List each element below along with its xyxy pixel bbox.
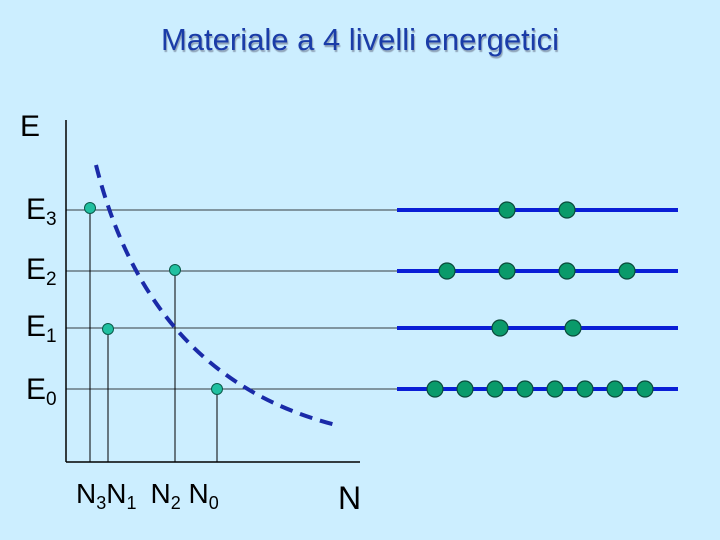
electron-ball: [558, 201, 576, 219]
population-drop-lines: [89, 208, 218, 462]
electron-ball: [456, 380, 474, 398]
electron-ball: [486, 380, 504, 398]
level-electrons: [426, 201, 654, 398]
level-reference-lines: [66, 209, 397, 390]
n-label: N3: [76, 478, 107, 513]
level-bars: [397, 208, 678, 391]
electron-ball: [426, 380, 444, 398]
electron-ball: [606, 380, 624, 398]
level-label-e0: E0: [26, 373, 57, 410]
electron-ball: [558, 262, 576, 280]
electron-ball: [498, 262, 516, 280]
population-labels: N3N1 N2 N0: [76, 478, 219, 514]
electron-ball: [498, 201, 516, 219]
electron-ball: [576, 380, 594, 398]
x-axis-label: N: [338, 480, 362, 516]
electron-ball: [618, 262, 636, 280]
electron-ball: [438, 262, 456, 280]
level-label-e2: E2: [26, 253, 57, 290]
electron-ball: [491, 319, 509, 337]
level-label-e3: E3: [26, 193, 57, 230]
slide-title: Materiale a 4 livelli energetici: [160, 22, 560, 57]
curve-population-dot: [102, 323, 114, 335]
boltzmann-curve: [94, 164, 341, 428]
level-label-e1: E1: [26, 310, 57, 347]
electron-ball: [636, 380, 654, 398]
n-label: N2: [150, 478, 181, 513]
electron-ball: [516, 380, 534, 398]
curve-population-dot: [169, 264, 181, 276]
electron-ball: [546, 380, 564, 398]
n-label: N1: [106, 478, 137, 513]
n-label: N0: [188, 478, 219, 513]
electron-ball: [564, 319, 582, 337]
curve-population-dot: [211, 383, 223, 395]
curve-population-dot: [84, 202, 96, 214]
axes: [65, 120, 360, 463]
y-axis-label: E: [20, 110, 41, 143]
curve-population-dots: [84, 202, 223, 395]
